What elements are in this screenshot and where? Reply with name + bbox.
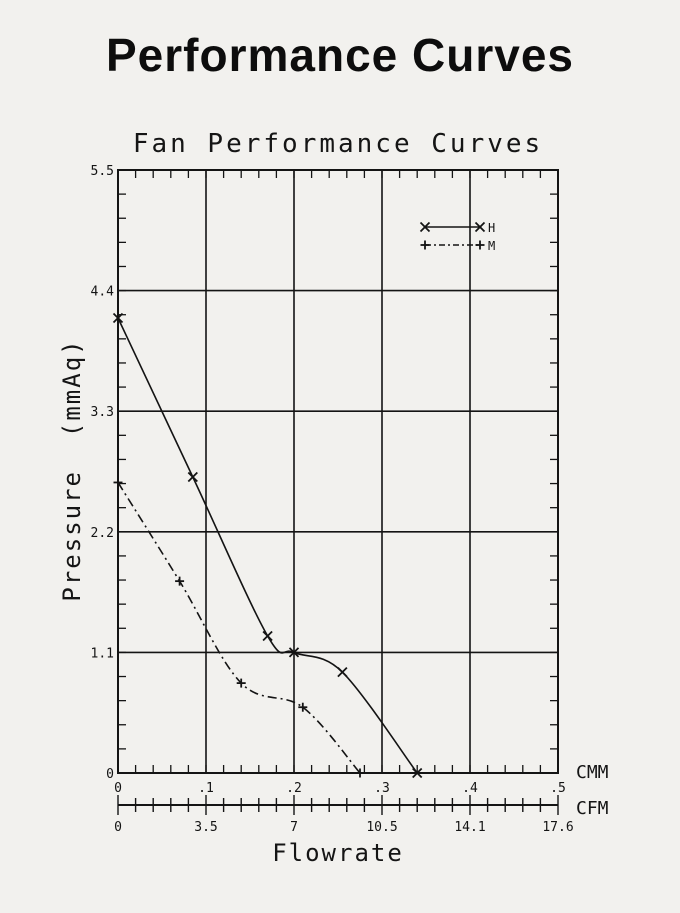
x-tick-label: .1: [198, 781, 214, 796]
legend-label: H: [488, 221, 495, 235]
x-tick-label: 0: [114, 781, 122, 796]
data-point-H: [337, 666, 348, 678]
x-tick-label: .4: [462, 781, 478, 796]
plot-frame: [117, 169, 559, 774]
legend-marker: [474, 221, 486, 233]
x-unit-primary-label: CMM: [576, 762, 609, 783]
page-title: Performance Curves: [106, 29, 574, 81]
x-secondary-tick-label: 10.5: [366, 820, 397, 835]
data-point-H: [288, 647, 300, 658]
y-tick-label: 0: [106, 767, 114, 782]
y-axis-label: Pressure (mmAq): [58, 338, 86, 601]
legend-entry-M: M: [420, 239, 495, 253]
y-tick-label: 3.3: [91, 405, 114, 420]
chart-title: Fan Performance Curves: [133, 129, 543, 159]
axes: 0 1.1 2.2 3.3 4.4 5.5 0 .1 .2 .3 .4 .5 0 3.5 7 10.5 14.1…: [91, 164, 574, 835]
x-unit-secondary-label: CFM: [576, 798, 609, 819]
x-secondary-tick-label: 7: [290, 820, 298, 835]
data-point-H: [112, 312, 124, 324]
data-point-H: [262, 630, 273, 642]
y-tick-label: 5.5: [91, 164, 114, 179]
data-point-H: [187, 471, 198, 483]
series-lines: [112, 312, 423, 779]
y-tick-label: 4.4: [91, 285, 115, 300]
x-secondary-tick-label: 17.6: [542, 820, 573, 835]
grid-lines: [117, 169, 559, 774]
x-axis-label: Flowrate: [272, 839, 404, 867]
y-tick-label: 2.2: [91, 526, 114, 541]
y-tick-label: 1.1: [91, 646, 114, 661]
legend-label: M: [488, 239, 495, 253]
x-secondary-tick-label: 3.5: [194, 820, 217, 835]
legend-marker: [419, 221, 431, 233]
x-secondary-tick-label: 14.1: [454, 820, 485, 835]
x-tick-label: .5: [550, 781, 566, 796]
series-line-H: [117, 317, 418, 774]
x-tick-label: .2: [286, 781, 302, 796]
legend: HM: [419, 221, 495, 253]
data-point-H: [412, 767, 423, 779]
x-secondary-tick-label: 0: [114, 820, 122, 835]
x-tick-label: .3: [374, 781, 390, 796]
legend-entry-H: H: [419, 221, 495, 235]
series-line-M: [117, 482, 361, 774]
series-M: [113, 477, 365, 778]
series-H: [112, 312, 423, 779]
